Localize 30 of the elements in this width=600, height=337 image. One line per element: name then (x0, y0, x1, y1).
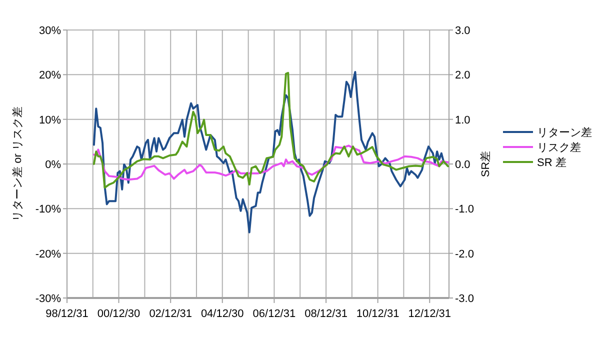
x-tick-label: 02/12/31 (149, 308, 192, 320)
legend-label: SR 差 (537, 157, 566, 169)
x-tick-label: 04/12/30 (200, 308, 244, 320)
legend-label: リターン差 (537, 127, 592, 139)
y2-axis-title: SR差 (480, 150, 492, 178)
y2-tick-label: 3.0 (455, 25, 470, 37)
y-tick-label: 30% (38, 25, 62, 37)
y2-tick-label: -1.0 (455, 204, 474, 216)
y2-tick-label: -2.0 (455, 248, 474, 260)
x-tick-label: 00/12/30 (97, 308, 140, 320)
line-series (92, 72, 449, 189)
line-series (92, 144, 449, 181)
legend-label: リスク差 (537, 142, 581, 154)
y-tick-label: 20% (38, 70, 62, 82)
y2-tick-label: 2.0 (455, 70, 470, 82)
y-tick-label: -30% (35, 293, 62, 305)
y2-tick-label: 0.0 (455, 159, 470, 171)
y-tick-label: -20% (35, 248, 62, 260)
y2-tick-label: 1.0 (455, 114, 470, 126)
x-tick-label: 98/12/31 (46, 308, 88, 320)
x-tick-label: 12/12/31 (408, 308, 452, 320)
x-tick-label: 10/12/31 (356, 308, 400, 320)
line-series (92, 70, 447, 234)
x-tick-label: 08/12/31 (304, 308, 348, 320)
y-tick-label: -10% (35, 204, 62, 216)
y-tick-label: 0% (45, 159, 62, 171)
y-axis-title: リターン差 or リスク差 (12, 106, 24, 222)
x-tick-label: 06/12/31 (252, 308, 296, 320)
y2-tick-label: -3.0 (455, 293, 474, 305)
y-tick-label: 10% (38, 114, 62, 126)
